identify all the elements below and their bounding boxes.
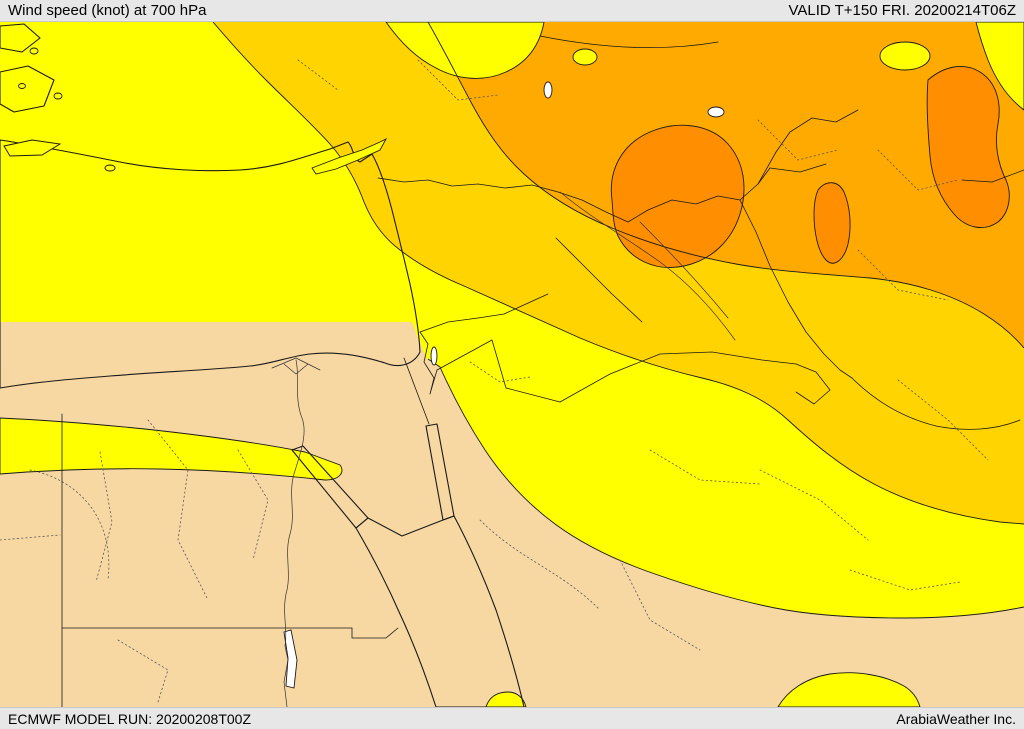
valid-time-label: VALID T+150 FRI. 20200214T06Z [788, 2, 1017, 19]
model-run-label: ECMWF MODEL RUN: 20200208T00Z [8, 710, 251, 727]
footer-bar: ECMWF MODEL RUN: 20200208T00Z ArabiaWeat… [0, 707, 1024, 729]
border-turkey-syria [377, 177, 629, 223]
contour-yellow-tan-boundary [427, 358, 1024, 619]
border-jordan-saudi [436, 339, 561, 403]
band-yellow-bottom-small [485, 691, 527, 707]
euphrates-river [559, 191, 736, 341]
cyprus-island [311, 137, 388, 175]
admin-dotted-libya-2 [0, 534, 61, 541]
admin-dotted-turkey-2 [297, 59, 339, 91]
rivers [271, 191, 736, 707]
border-caucasus-2 [769, 163, 827, 173]
border-iran-turkmenistan [961, 169, 1024, 183]
band-yellow-north-turkey [385, 22, 545, 79]
band-yellow-anatolia-spot [572, 48, 598, 66]
admin-dotted-saudi-2 [619, 559, 701, 651]
admin-dotted-egypt-1 [147, 419, 209, 601]
border-egypt-sudan [61, 627, 399, 639]
admin-dotted-iran-2 [877, 149, 959, 191]
aegean-island-2 [53, 92, 63, 100]
border-caucasus-1 [757, 109, 859, 185]
border-egypt-israel [403, 357, 430, 425]
aegean-patch-south [0, 65, 55, 113]
admin-dotted-jordan [469, 361, 531, 383]
border-syria-iraq [555, 237, 643, 323]
branding-label: ArabiaWeather Inc. [896, 710, 1016, 727]
border-turkey-iraq-iran [627, 167, 771, 223]
nile-delta [271, 357, 321, 375]
wind-speed-map [0, 22, 1024, 707]
aegean-island-1 [29, 47, 39, 55]
admin-dotted-egypt-3 [95, 451, 113, 583]
band-yellow-bottom-right [777, 672, 921, 707]
band-deep-core-mesopotamia [610, 124, 745, 268]
lake-van [707, 106, 725, 118]
lake-nasser [283, 629, 298, 689]
sea-areas [0, 23, 725, 707]
aegean-island-3 [18, 83, 26, 89]
contour-orange-boundary [427, 22, 1024, 349]
admin-dotted-libya-1 [29, 469, 110, 581]
islands [3, 47, 388, 175]
band-yellow-egypt-tongue [0, 417, 343, 481]
admin-dotted-saudi-1 [479, 519, 601, 611]
lake-tuz [543, 81, 553, 99]
admin-dotted-iran-3 [857, 249, 949, 301]
mediterranean-sea [0, 139, 421, 389]
band-yellow-caucasus-spot [879, 41, 931, 71]
border-saudi-iraq [559, 351, 797, 403]
nile-river [283, 359, 305, 707]
dead-sea [430, 346, 438, 366]
header-bar: Wind speed (knot) at 700 hPa VALID T+150… [0, 0, 1024, 22]
tigris-river [639, 221, 729, 319]
map-canvas [0, 22, 1024, 707]
admin-dotted-turkey-1 [417, 59, 499, 101]
border-israel [419, 331, 438, 395]
band-deep-core-zagros [813, 182, 851, 264]
coast-black-sea [539, 35, 719, 49]
border-kuwait [795, 363, 831, 405]
aegean-patch-north [0, 23, 41, 53]
page-title: Wind speed (knot) at 700 hPa [8, 2, 207, 19]
admin-dotted-saudi-3 [759, 469, 869, 541]
crete-island [3, 139, 62, 157]
admin-dotted-gulf [897, 379, 989, 461]
border-iran-iraq [739, 199, 853, 379]
rhodes-island [104, 164, 116, 172]
country-borders [61, 35, 1024, 707]
coast-persian-gulf [851, 377, 1021, 430]
band-deep-core-east-edge [926, 65, 1010, 229]
admin-dotted-egypt-2 [237, 449, 269, 561]
red-sea [355, 515, 525, 707]
band-yellow-caspian-corner [975, 22, 1024, 111]
border-syria-jordan [419, 293, 549, 333]
admin-boundaries [0, 59, 989, 703]
admin-dotted-iran-1 [757, 119, 839, 161]
